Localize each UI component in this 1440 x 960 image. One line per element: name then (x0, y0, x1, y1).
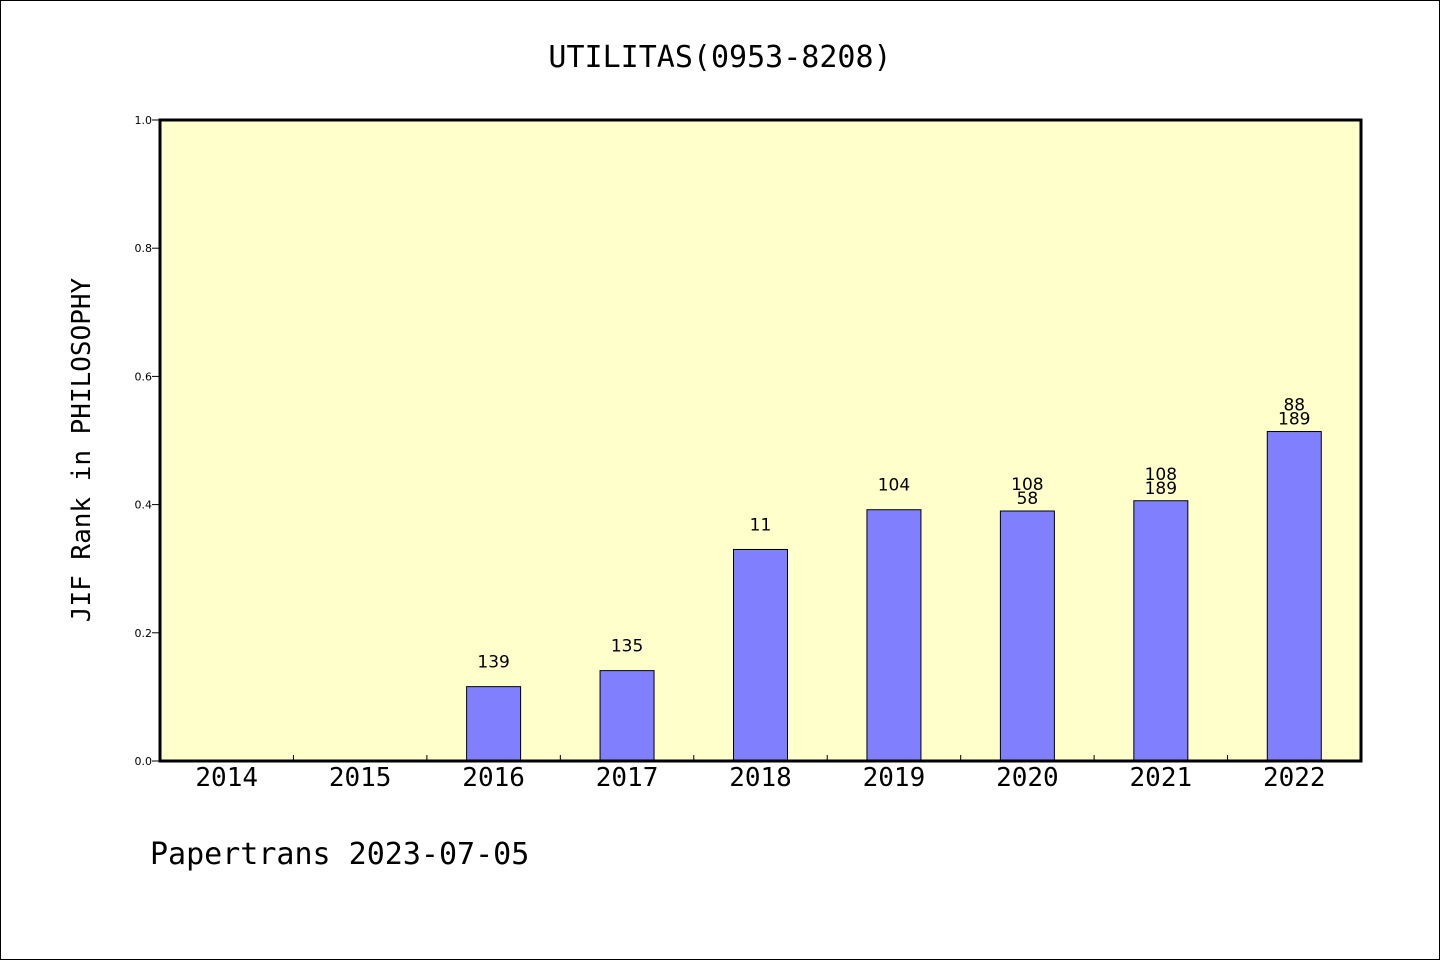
bar-2022 (1266, 431, 1322, 762)
y-tick-label: 1.0 (135, 114, 153, 127)
x-tick-label: 2016 (462, 763, 525, 793)
footer-credit: Papertrans 2023-07-05 (150, 837, 529, 872)
bar-label: 139 (477, 653, 509, 673)
plot-border (158, 118, 1363, 763)
bar-label: 108 (1011, 475, 1043, 495)
y-axis-label: JIF Rank in PHILOSOPHY (67, 277, 97, 622)
y-tick-label: 0.6 (135, 370, 153, 383)
x-tick-label: 2019 (863, 763, 926, 793)
x-axis-ticks: 2014 2015 2016 2017 2018 2019 2020 2021 2022 (195, 755, 1326, 793)
bar-label: 104 (878, 476, 910, 496)
x-tick-label: 2022 (1263, 763, 1326, 793)
bar-label: 108 (1145, 465, 1177, 485)
y-axis-ticks: 0.0 0.2 0.4 0.6 0.8 1.0 (135, 114, 160, 768)
bar-label: 135 (611, 637, 643, 657)
bar-2016 (466, 686, 522, 762)
bar-2019 (866, 509, 922, 762)
chart-title: UTILITAS(0953-8208) (548, 40, 891, 75)
bar-2018 (733, 548, 788, 762)
x-tick-label: 2015 (329, 763, 392, 793)
bars (466, 431, 1322, 762)
bar-label: 189 (1145, 479, 1177, 499)
x-tick-label: 2014 (195, 763, 258, 793)
y-tick-label: 0.0 (135, 755, 153, 768)
bar-label: 58 (1017, 489, 1039, 509)
y-tick-label: 0.4 (135, 499, 153, 512)
y-tick-label: 0.8 (135, 242, 153, 255)
bar-2020 (999, 510, 1055, 762)
bar-label: 189 (1278, 410, 1310, 430)
bar-label: 11 (750, 515, 772, 535)
bar-2021 (1133, 500, 1189, 762)
x-tick-label: 2020 (996, 763, 1059, 793)
x-tick-label: 2021 (1130, 763, 1193, 793)
y-tick-label: 0.2 (135, 627, 153, 640)
x-tick-label: 2018 (729, 763, 792, 793)
bar-label: 88 (1283, 396, 1305, 416)
bar-2017 (599, 670, 655, 762)
x-tick-label: 2017 (596, 763, 659, 793)
